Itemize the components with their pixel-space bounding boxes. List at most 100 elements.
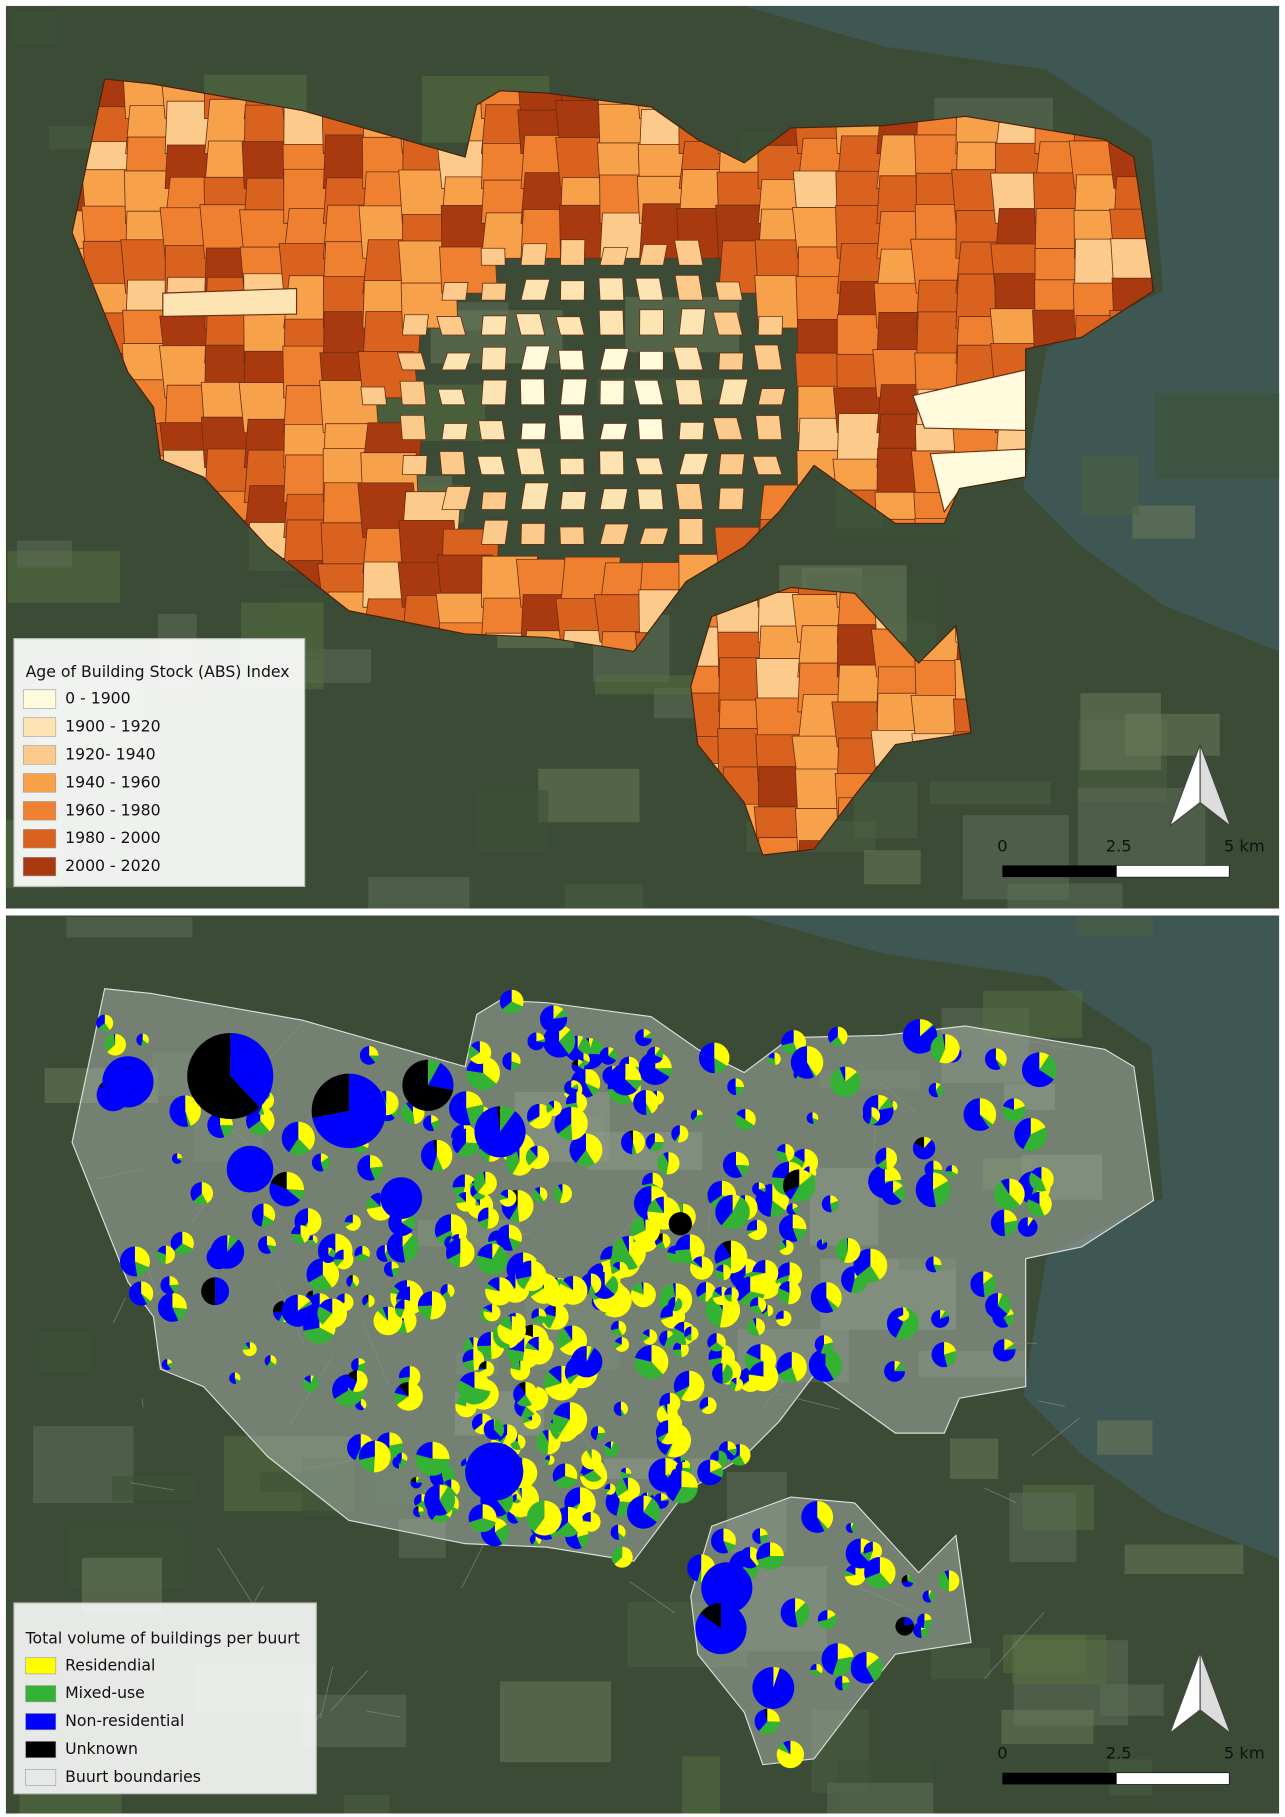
pie-slice [673,1321,685,1334]
pie-slice [795,1602,810,1628]
pie-slice [677,1125,689,1143]
district [598,309,625,336]
pie-slice [994,1048,996,1060]
legend: Age of Building Stock (ABS) Index 0 - 19… [13,638,306,887]
pie-slice [752,1528,761,1544]
pie-slice [647,1199,664,1214]
pie-slice [785,1144,795,1162]
pie-slice [495,1224,513,1251]
pie-slice [394,1299,405,1310]
field [949,1438,999,1480]
pie-slice [400,1299,414,1319]
pie-slice [98,1023,110,1032]
pie-slice [746,1229,757,1235]
pie-slice [990,1209,1006,1237]
pie-slice [517,1190,534,1222]
pie-slice [666,1252,683,1264]
pie-slice [270,1355,277,1365]
pie-slice [519,1360,521,1371]
pie-slice [1002,1106,1026,1122]
pie-slice [557,1123,573,1141]
pie-slice [993,1339,1016,1362]
pie-slice [613,1401,622,1416]
pie-slice [672,1327,687,1345]
pie-slice [630,1215,646,1237]
pie-slice [610,1320,619,1331]
field [1155,393,1280,479]
pie-slice [553,1303,556,1317]
pie-slice [588,1283,596,1295]
pie-slice [935,1082,941,1091]
pie-slice [620,1467,626,1474]
pie-slice [776,1144,786,1154]
pie-slice [780,1598,798,1628]
pie-slice [477,1331,491,1347]
pie-slice [344,1221,353,1227]
pie-slice [251,1203,264,1227]
pie-slice [659,1330,668,1347]
district [639,350,664,371]
pie-slice [306,1258,323,1283]
pie-slice [995,1059,1004,1069]
pie-slice [750,1276,765,1295]
district [635,277,664,301]
pie-slice [516,1394,532,1407]
field [19,1793,122,1814]
pie-slice [1004,1339,1014,1351]
pie-slice [270,1171,287,1190]
pie-slice [667,1422,692,1458]
pie-slice [568,1506,584,1533]
pie-slice [478,1218,489,1229]
pie-slice [714,1243,731,1264]
pie-slice [1003,1314,1015,1327]
pie-slice [970,1271,985,1297]
pie-slice [220,1125,233,1138]
pie-slice [892,1100,898,1111]
pie-slice [850,1651,875,1684]
legend-label: Mixed-use [65,1683,145,1702]
legend-label: Residendial [65,1655,155,1674]
pie-slice [328,1247,333,1256]
pie-slice [951,1165,958,1175]
pie-slice [553,1009,567,1019]
pie-slice [865,1572,891,1589]
pie-slice [732,1194,741,1212]
pie-slice [521,1406,535,1418]
district [480,315,508,336]
district [480,247,506,266]
pie-slice [462,1349,474,1363]
pie-slice [933,1160,943,1171]
pie-slice [553,1402,570,1420]
pie-slice [407,1365,421,1388]
pie-slice [141,1281,154,1302]
district [718,378,749,406]
pie-slice [458,1380,491,1405]
pie-slice [502,1424,518,1445]
pie-slice [655,1233,663,1242]
district [559,526,585,545]
pie-slice [816,1239,828,1250]
arrow-right [1199,1651,1232,1735]
pie-slice [825,1348,843,1380]
pie-slice [924,1613,932,1621]
pie-slice [483,1307,493,1313]
pie-slice [320,1157,330,1172]
arrow-right [1199,744,1232,828]
pie-slice [697,1459,722,1486]
pie-slice [827,1610,836,1620]
pie-slice [812,1118,818,1124]
pie-slice [649,1142,664,1152]
pie-slice [518,1382,526,1395]
pie-slice [752,1271,766,1277]
pie-slice [527,1032,546,1051]
pie-slice [806,1112,814,1124]
pie-slice [485,1277,514,1306]
pie-slice [510,1061,521,1071]
pie-slice [352,1381,357,1392]
pie-slice [657,1432,669,1443]
district [637,418,664,441]
buurt-line [859,1587,916,1613]
pie-slice [499,1434,508,1444]
pie-slice [370,1155,383,1168]
pie-slice [410,1477,417,1483]
